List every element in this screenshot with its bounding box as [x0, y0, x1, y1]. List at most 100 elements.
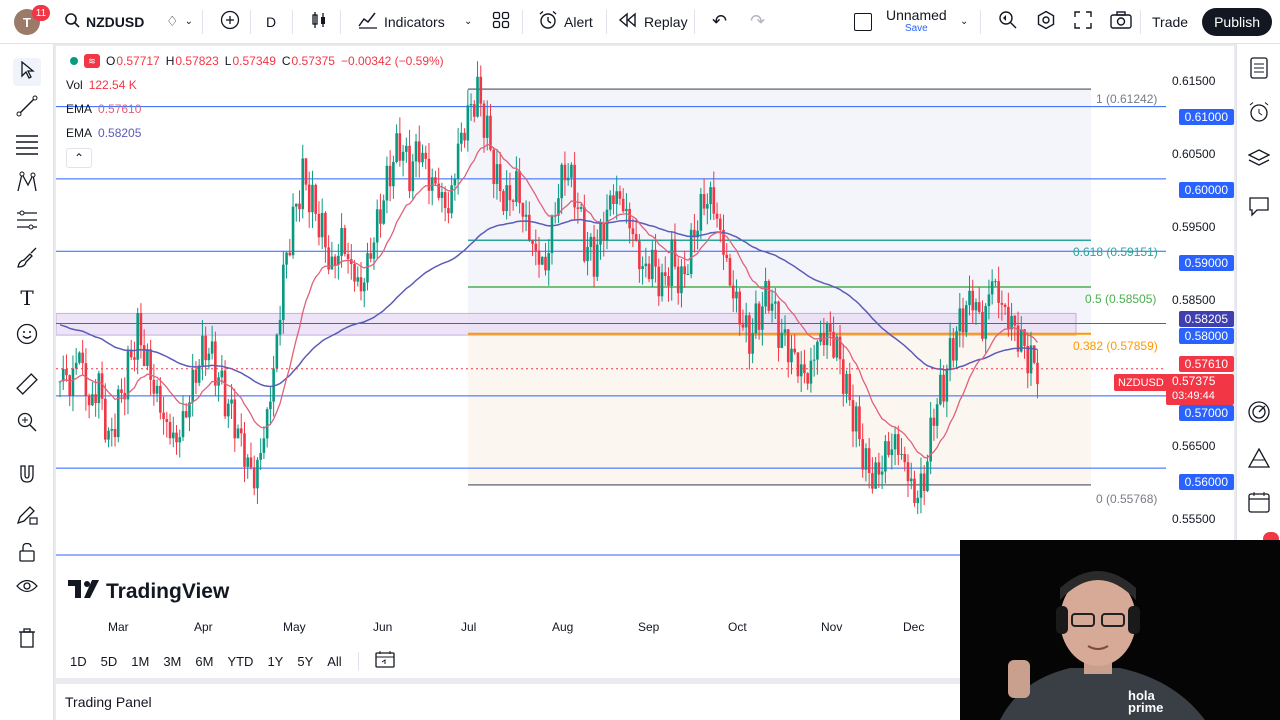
- candle-body: [314, 184, 317, 214]
- candle-body: [236, 428, 240, 439]
- remove-drawings-tool[interactable]: [15, 627, 39, 652]
- watchlist-dropdown[interactable]: ♢ ⌄: [158, 0, 201, 44]
- watchlist-widget[interactable]: [1247, 56, 1271, 82]
- range-ytd[interactable]: YTD: [227, 653, 254, 669]
- magnet-tool[interactable]: [15, 464, 39, 488]
- trend-line-tool[interactable]: [15, 95, 39, 120]
- candle-body: [709, 187, 712, 205]
- range-1y[interactable]: 1Y: [267, 653, 284, 669]
- layout-checkbox[interactable]: [846, 0, 880, 44]
- candle-body: [456, 143, 460, 179]
- candle-body: [165, 418, 169, 422]
- zoom-tool[interactable]: [15, 412, 39, 436]
- emoji-tool[interactable]: [15, 323, 39, 348]
- object-tree-widget[interactable]: [1247, 148, 1271, 172]
- text-tool[interactable]: T: [15, 286, 39, 310]
- candle-body: [178, 437, 182, 443]
- chart-type-button[interactable]: [302, 0, 336, 44]
- candle-body: [696, 230, 699, 238]
- chat-widget[interactable]: [1247, 196, 1271, 220]
- alert-button[interactable]: Alert: [530, 0, 601, 44]
- candle-body: [382, 200, 385, 224]
- candle-body: [188, 402, 191, 418]
- hide-drawings-tool[interactable]: [15, 576, 39, 600]
- measure-tool[interactable]: [15, 372, 39, 398]
- volume-legend[interactable]: Vol 122.54 K: [66, 78, 137, 92]
- fullscreen-button[interactable]: [1066, 0, 1100, 44]
- candle-body: [796, 352, 800, 377]
- collapse-legend-button[interactable]: ⌃: [66, 148, 92, 168]
- alerts-widget[interactable]: [1247, 101, 1271, 126]
- ideas-widget[interactable]: [1247, 400, 1271, 426]
- ohlc-l-label: L: [224, 54, 232, 68]
- pine-widget[interactable]: [1247, 447, 1271, 472]
- forecast-tool[interactable]: [15, 210, 39, 234]
- tv-logo-icon: [68, 580, 100, 604]
- range-5y[interactable]: 5Y: [297, 653, 314, 669]
- range-6m[interactable]: 6M: [195, 653, 214, 669]
- indicators-button[interactable]: Indicators: [350, 0, 453, 44]
- range-1m[interactable]: 1M: [131, 653, 150, 669]
- redo-button[interactable]: ↷: [742, 0, 773, 44]
- replay-button[interactable]: Replay: [610, 0, 696, 44]
- lock-drawings-tool[interactable]: [15, 542, 39, 566]
- layout-dropdown[interactable]: ⌄: [952, 0, 976, 44]
- candle-body: [731, 285, 735, 299]
- range-1d[interactable]: 1D: [70, 653, 87, 669]
- settings-button[interactable]: [1028, 0, 1064, 44]
- candle-body: [550, 215, 554, 254]
- undo-button[interactable]: ↶: [704, 0, 735, 44]
- chat-icon: [1248, 195, 1270, 222]
- candle-body: [534, 243, 538, 251]
- candle-body: [330, 256, 334, 270]
- layout-name-button[interactable]: Unnamed Save: [886, 8, 947, 36]
- candle-body: [110, 429, 114, 431]
- candle-body: [660, 272, 664, 297]
- candle-body: [317, 213, 321, 238]
- candle-body: [570, 164, 573, 178]
- publish-button[interactable]: Publish: [1202, 8, 1272, 36]
- tradingview-watermark: TradingView: [68, 580, 229, 604]
- ema-fast-legend[interactable]: EMA 0.57610: [66, 102, 141, 116]
- range-3m[interactable]: 3M: [163, 653, 182, 669]
- cursor-tool[interactable]: [13, 58, 41, 86]
- add-symbol-button[interactable]: [212, 0, 248, 44]
- candle-body: [994, 281, 997, 283]
- symbol-search[interactable]: NZDUSD: [56, 0, 152, 44]
- candle-body: [78, 352, 81, 363]
- goto-date-button[interactable]: [375, 650, 395, 673]
- ema-slow-legend[interactable]: EMA 0.58205: [66, 126, 141, 140]
- candle-body: [149, 349, 152, 380]
- top-toolbar: T 11 NZDUSD ♢ ⌄ D Indicators ⌄: [0, 0, 1280, 44]
- price-axis[interactable]: 0.61500 0.60500 0.59500 0.58500 0.56500 …: [1166, 46, 1234, 646]
- brush-tool[interactable]: [15, 247, 39, 272]
- snapshot-button[interactable]: [1102, 0, 1140, 44]
- chart-pane[interactable]: ≋ O 0.57717 H 0.57823 L 0.57349 C 0.57375 −0…: [56, 46, 1234, 678]
- fib-tool[interactable]: [15, 134, 39, 158]
- candle-body: [116, 389, 120, 438]
- trade-button[interactable]: Trade: [1144, 0, 1196, 44]
- interval-button[interactable]: D: [258, 0, 284, 44]
- last-price-box: NZDUSD: [1114, 374, 1168, 391]
- candle-body: [126, 350, 130, 400]
- stay-drawing-tool[interactable]: [15, 504, 39, 528]
- candle-body: [583, 207, 586, 262]
- ohlc-h-label: H: [165, 54, 175, 68]
- indicators-dropdown[interactable]: ⌄: [456, 0, 480, 44]
- price-axis-label: 0.59500: [1172, 220, 1216, 234]
- quick-search-button[interactable]: [990, 0, 1026, 44]
- templates-button[interactable]: [484, 0, 518, 44]
- time-axis[interactable]: Mar Apr May Jun Jul Aug Sep Oct Nov Dec: [56, 616, 1166, 638]
- candle-body: [288, 252, 292, 256]
- calendar-widget[interactable]: [1247, 491, 1271, 516]
- status-dot-icon: [70, 57, 78, 65]
- range-all[interactable]: All: [327, 653, 342, 669]
- candle-body: [498, 164, 502, 192]
- range-5d[interactable]: 5D: [100, 653, 118, 669]
- candle-body: [683, 266, 686, 275]
- hline-tag-56000: 0.56000: [1178, 474, 1234, 490]
- price-chart[interactable]: [56, 46, 1234, 646]
- candle-body: [375, 209, 379, 243]
- price-axis-label: 0.55500: [1172, 512, 1216, 526]
- pattern-tool[interactable]: [15, 171, 39, 196]
